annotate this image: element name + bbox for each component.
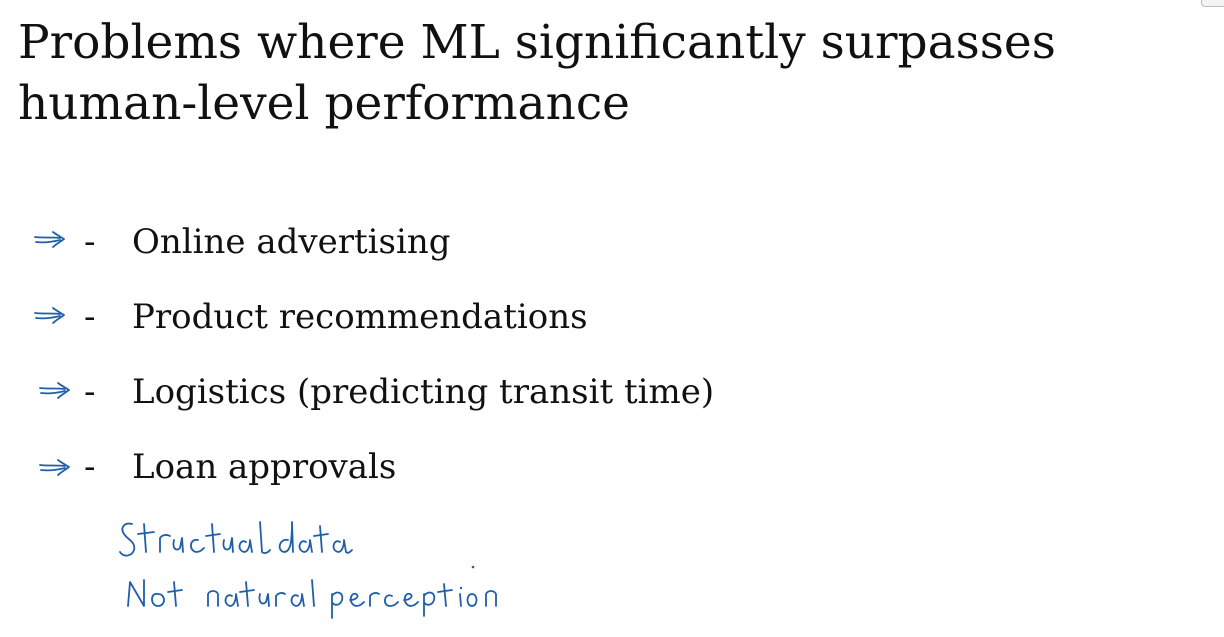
bullet-item-logistics: - Logistics (predicting transit time) xyxy=(0,372,760,412)
bullet-text: Product recommendations xyxy=(132,297,588,337)
bullet-marker: - xyxy=(84,372,96,412)
handwritten-arrow-icon xyxy=(39,382,70,399)
slide-title-line-2: human-level performance xyxy=(18,76,630,131)
bullet-text: Online advertising xyxy=(132,222,451,262)
handwritten-arrow-icon xyxy=(34,307,65,324)
handwritten-arrow-icon xyxy=(39,459,70,476)
bullet-marker: - xyxy=(84,297,96,337)
bullet-item-loan-approvals: - Loan approvals xyxy=(0,447,760,487)
handwritten-arrow-icon xyxy=(34,231,65,248)
bullet-item-online-advertising: - Online advertising xyxy=(0,222,760,262)
bullet-marker: - xyxy=(84,447,96,487)
window-corner-marker xyxy=(1201,0,1224,7)
slide-title-line-1: Problems where ML significantly surpasse… xyxy=(18,15,1056,70)
bullet-item-product-recommendations: - Product recommendations xyxy=(0,297,760,337)
bullet-text: Logistics (predicting transit time) xyxy=(132,372,715,412)
bullet-marker: - xyxy=(84,222,96,262)
slide-title: Problems where ML significantly surpasse… xyxy=(18,12,1208,134)
handwritten-annotation xyxy=(119,521,497,619)
bullet-text: Loan approvals xyxy=(132,447,397,487)
